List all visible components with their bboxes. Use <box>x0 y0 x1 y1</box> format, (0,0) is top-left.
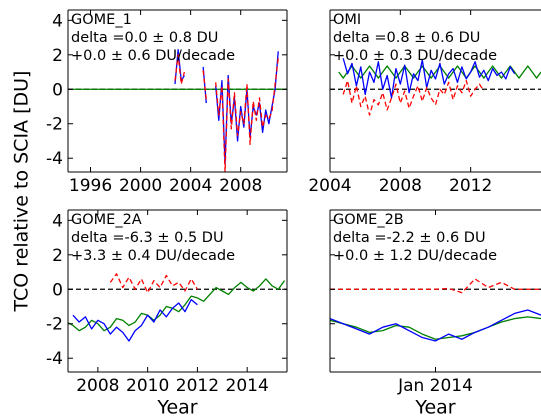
plot-area <box>68 48 287 172</box>
annotation: delta =-2.2 ± 0.6 DU <box>333 230 486 246</box>
data-line <box>342 58 516 99</box>
data-line <box>68 278 286 332</box>
y-tick-label: 2 <box>52 246 63 266</box>
y-tick-label: -2 <box>46 115 63 135</box>
x-tick-label: 2012 <box>449 176 492 196</box>
annotation: GOME_1 <box>71 12 132 28</box>
y-tick-label: 2 <box>52 46 63 66</box>
y-tick-label: 0 <box>52 280 63 300</box>
x-tick-label: 2000 <box>119 176 162 196</box>
x-axis-label: Year <box>414 397 455 419</box>
y-tick-label: 0 <box>52 80 63 100</box>
annotation: delta =0.0 ± 0.8 DU <box>71 30 218 46</box>
x-tick-label: 2008 <box>76 376 119 396</box>
annotation: +0.0 ± 1.2 DU/decade <box>333 248 497 264</box>
annotation: +0.0 ± 0.3 DU/decade <box>333 48 497 64</box>
plot-area <box>330 58 541 116</box>
plot-area <box>68 273 287 342</box>
y-tick-label: 4 <box>52 11 63 31</box>
plot-area <box>330 278 541 342</box>
x-tick-label: 2010 <box>126 376 169 396</box>
y-tick-label: 4 <box>52 211 63 231</box>
y-tick-label: -4 <box>46 149 63 169</box>
annotation: +3.3 ± 0.4 DU/decade <box>71 248 235 264</box>
x-tick-label: 2014 <box>226 376 269 396</box>
x-axis-label: Year <box>156 397 197 419</box>
annotation: GOME_2A <box>71 212 142 228</box>
data-line <box>330 309 541 342</box>
x-tick-label: 2008 <box>379 176 422 196</box>
y-axis-label: TCO relative to SCIA [DU] <box>11 71 33 313</box>
data-line <box>174 48 279 165</box>
data-line <box>342 80 485 116</box>
annotation: GOME_2B <box>333 212 404 228</box>
annotation: delta =-6.3 ± 0.5 DU <box>71 230 224 246</box>
x-tick-label: 1996 <box>69 176 112 196</box>
y-tick-label: -2 <box>46 315 63 335</box>
data-line <box>109 273 198 294</box>
data-line <box>72 298 198 342</box>
data-line <box>174 54 279 172</box>
x-tick-label: Jan 2014 <box>397 376 473 396</box>
x-tick-label: 2004 <box>308 176 351 196</box>
x-tick-label: 2012 <box>176 376 219 396</box>
annotation: delta =0.8 ± 0.6 DU <box>333 30 480 46</box>
annotation: +0.0 ± 0.6 DU/decade <box>71 48 235 64</box>
data-line <box>330 316 541 340</box>
x-tick-label: 2008 <box>219 176 262 196</box>
y-tick-label: -4 <box>46 349 63 369</box>
x-tick-label: 2004 <box>169 176 212 196</box>
annotation: OMI <box>333 12 361 28</box>
data-line <box>330 278 541 294</box>
